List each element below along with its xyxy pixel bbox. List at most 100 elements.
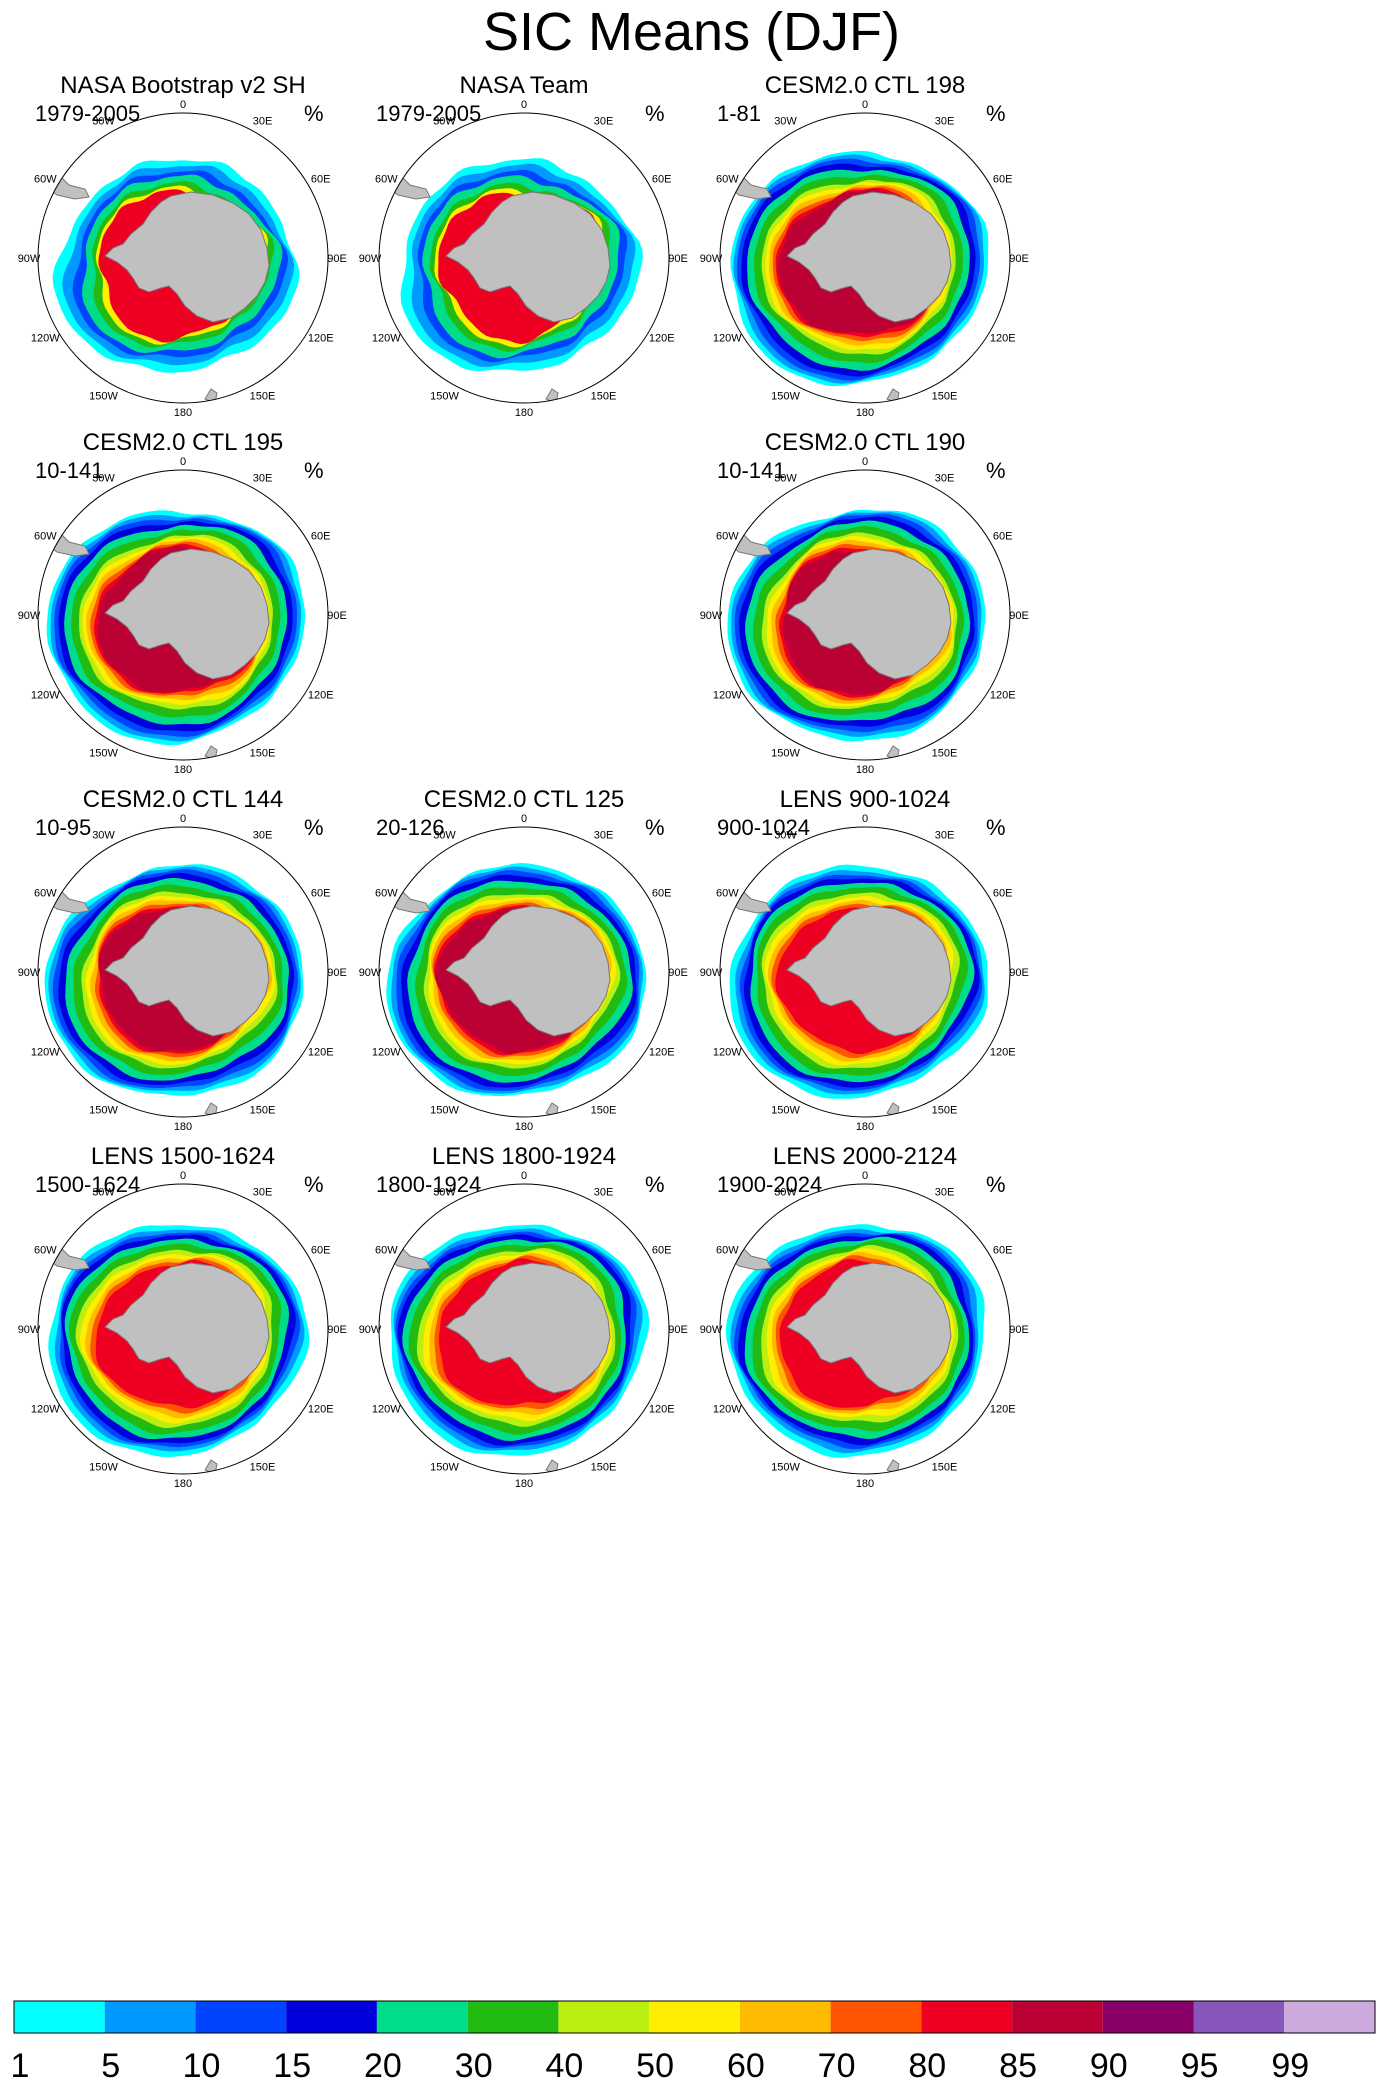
longitude-label: 30W [92,472,115,484]
longitude-label: 150W [89,1105,118,1117]
colorbar-swatch [467,2001,559,2033]
longitude-label: 60W [34,1245,57,1257]
sea-ice-field [44,864,304,1117]
longitude-label: 180 [174,764,192,776]
colorbar-swatch [739,2001,831,2033]
longitude-label: 30E [253,1186,273,1198]
longitude-label: 120E [308,1047,334,1059]
longitude-label: 30W [92,829,115,841]
longitude-label: 180 [174,1121,192,1133]
panel-period: 20-126 [376,815,445,840]
panel-title: CESM2.0 CTL 195 [83,429,284,456]
longitude-label: 0 [180,456,186,468]
panel-period: 10-95 [35,815,91,840]
colorbar-label: 15 [273,2047,311,2082]
colorbar-swatch [830,2001,922,2033]
longitude-label: 150W [430,1105,459,1117]
colorbar-label: 30 [455,2047,493,2082]
longitude-label: 90E [327,253,347,265]
panel-title: LENS 2000-2124 [773,1143,957,1170]
antarctica-landmass [786,191,952,323]
longitude-label: 150W [430,1462,459,1474]
longitude-label: 150E [932,1462,958,1474]
longitude-label: 0 [862,456,868,468]
longitude-label: 180 [174,1478,192,1490]
longitude-label: 30W [92,1186,115,1198]
longitude-label: 60E [993,888,1013,900]
colorbar-swatch [14,2001,105,2033]
panel-title: CESM2.0 CTL 198 [765,72,966,99]
longitude-label: 90E [668,253,688,265]
sea-ice-field [726,864,988,1117]
antarctica-landmass [786,905,952,1037]
longitude-label: 120W [372,333,401,345]
sea-ice-field [385,863,647,1117]
colorbar-frame [13,2000,1376,2034]
colorbar-label: 1 [11,2047,30,2082]
panel-period: 10-141 [35,458,104,483]
map-boundary [37,826,329,1118]
longitude-label: 90W [18,1324,41,1336]
longitude-label: 60E [311,888,331,900]
longitude-label: 90E [668,967,688,979]
longitude-label: 90W [700,1324,723,1336]
longitude-label: 60E [652,888,672,900]
longitude-label: 60W [716,531,739,543]
longitude-label: 90E [327,610,347,622]
panel-period: 1800-1924 [376,1172,481,1197]
longitude-label: 120E [308,1404,334,1416]
longitude-label: 120E [990,1047,1016,1059]
colorbar-swatch [921,2001,1012,2033]
panel-units: % [645,101,665,126]
longitude-label: 150E [932,748,958,760]
longitude-label: 90W [18,610,41,622]
sea-ice-field [44,1225,310,1474]
longitude-label: 90E [1009,1324,1029,1336]
longitude-label: 150E [932,1105,958,1117]
longitude-label: 150E [591,1105,617,1117]
longitude-label: 0 [521,813,527,825]
longitude-label: 180 [515,1121,533,1133]
longitude-label: 60E [652,174,672,186]
colorbar-swatch [104,2001,196,2033]
longitude-label: 60W [34,174,57,186]
longitude-label: 30E [253,472,273,484]
antarctica-landmass [445,191,611,323]
longitude-label: 120E [308,690,334,702]
longitude-label: 60E [993,1245,1013,1257]
longitude-label: 0 [180,1170,186,1182]
map-boundary [378,826,670,1118]
longitude-label: 60W [716,174,739,186]
colorbar-label: 95 [1181,2047,1219,2082]
longitude-label: 120E [990,690,1016,702]
longitude-label: 180 [515,1478,533,1490]
longitude-label: 0 [180,99,186,111]
longitude-label: 90W [18,967,41,979]
longitude-label: 180 [856,1121,874,1133]
antarctica-landmass [445,1262,611,1394]
map-boundary [37,469,329,761]
longitude-label: 180 [856,1478,874,1490]
longitude-label: 90W [700,610,723,622]
longitude-label: 120W [31,690,60,702]
longitude-label: 30E [935,472,955,484]
longitude-label: 60W [375,1245,398,1257]
panel-title: NASA Team [460,72,589,99]
longitude-label: 0 [862,1170,868,1182]
antarctica-landmass [104,548,270,680]
longitude-label: 60E [311,1245,331,1257]
longitude-label: 0 [521,1170,527,1182]
longitude-label: 150E [250,1105,276,1117]
sea-ice-field [385,1224,650,1474]
panel-units: % [304,458,324,483]
longitude-label: 0 [862,813,868,825]
colorbar: 1 5 10 15 20 30 40 50 60 70 80 85 90 95 99 [11,2000,1376,2082]
longitude-label: 150E [250,391,276,403]
colorbar-swatch [1193,2001,1285,2033]
longitude-label: 120E [649,333,675,345]
colorbar-label: 99 [1271,2047,1309,2082]
map-boundary [719,1183,1011,1475]
